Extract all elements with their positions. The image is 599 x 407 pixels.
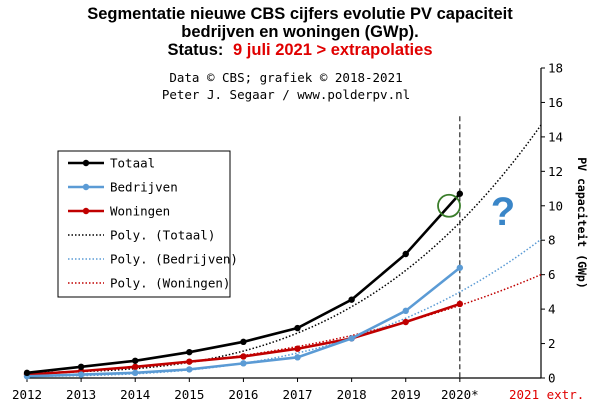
legend-marker-totaal [82, 159, 90, 167]
x-tick-label-2020: 2020* [441, 387, 479, 402]
x-tick-label-2016: 2016 [228, 387, 258, 402]
point-totaal-2014 [132, 357, 139, 364]
point-totaal-2013 [77, 363, 85, 371]
point-woningen-2016 [240, 353, 247, 360]
x-tick-label-2018: 2018 [337, 387, 367, 402]
chart-title-line1: Segmentatie nieuwe CBS cijfers evolutie … [87, 5, 513, 23]
legend: Totaal Bedrijven Woningen Poly. (Totaal) Pol… [57, 150, 238, 298]
status-label: Status: [168, 41, 224, 59]
point-totaal-2017 [294, 324, 301, 332]
question-mark-annotation: ? [491, 190, 515, 234]
point-bedrijven-2018 [348, 335, 355, 342]
point-totaal-2012 [23, 369, 31, 377]
highlight-circle [437, 193, 461, 218]
x-tick-label-2014: 2014 [120, 387, 150, 402]
chart-title-line2: bedrijven en woningen (GWp). [181, 23, 418, 41]
x-axis-ticks: 2012 2013 2014 2015 2016 2017 2018 2019 2020* [12, 378, 479, 402]
point-totaal-2015 [186, 348, 193, 356]
x-tick-label-2013: 2013 [66, 387, 96, 402]
y-tick-label-16: 16 [548, 95, 563, 110]
point-bedrijven-2014 [132, 369, 139, 377]
y-axis-title: PV capaciteit (GWp) [575, 157, 589, 289]
trend-line-poly-totaal [26, 124, 542, 374]
point-bedrijven-2016 [240, 360, 247, 367]
y-tick-label-4: 4 [548, 302, 556, 317]
point-bedrijven-2013 [77, 371, 85, 378]
trend-lines [26, 124, 542, 378]
x-tick-label-2021-extr: 2021 extr. [509, 387, 584, 402]
point-woningen-2014 [132, 363, 139, 371]
legend-label-poly-woningen: Poly. (Woningen) [110, 276, 230, 291]
legend-label-bedrijven: Bedrijven [110, 180, 178, 195]
y-tick-label-0: 0 [548, 371, 556, 386]
y-tick-label-10: 10 [548, 198, 563, 213]
legend-label-poly-bedrijven: Poly. (Bedrijven) [110, 252, 238, 267]
point-woningen-2020 [456, 300, 464, 308]
y-tick-label-14: 14 [548, 129, 563, 144]
point-bedrijven-2019 [402, 307, 409, 315]
point-woningen-2019 [402, 318, 409, 326]
y-tick-label-12: 12 [548, 164, 563, 179]
legend-label-woningen: Woningen [110, 204, 170, 219]
point-totaal-2016 [240, 338, 247, 346]
credit-line1: Data © CBS; grafiek © 2018-2021 [169, 70, 402, 85]
x-tick-label-2019: 2019 [391, 387, 421, 402]
status-value: 9 juli 2021 > extrapolaties [233, 41, 432, 59]
trend-line-poly-woningen [26, 273, 542, 376]
legend-box [57, 150, 231, 298]
point-totaal-2018 [348, 296, 355, 303]
legend-label-totaal: Totaal [110, 156, 155, 171]
x-tick-label-2015: 2015 [174, 387, 204, 402]
y-tick-label-8: 8 [548, 233, 556, 248]
y-tick-label-2: 2 [548, 336, 556, 351]
legend-marker-bedrijven [82, 183, 90, 191]
legend-label-poly-totaal: Poly. (Totaal) [110, 228, 215, 243]
x-tick-label-2017: 2017 [282, 387, 312, 402]
point-bedrijven-2020 [456, 264, 464, 271]
y-tick-label-18: 18 [548, 61, 563, 76]
x-tick-label-2012: 2012 [12, 387, 42, 402]
point-totaal-2019 [402, 250, 409, 258]
y-axis-ticks: 0 2 4 6 8 10 12 14 16 18 [541, 61, 563, 386]
point-bedrijven-2015 [186, 366, 193, 373]
point-woningen-2017 [294, 345, 301, 352]
legend-marker-woningen [82, 207, 90, 215]
point-woningen-2015 [186, 358, 193, 365]
point-bedrijven-2017 [294, 354, 301, 361]
credit-line2: Peter J. Segaar / www.polderpv.nl [162, 87, 410, 102]
y-tick-label-6: 6 [548, 267, 556, 282]
data-series [23, 190, 464, 380]
point-totaal-2020 [456, 190, 464, 197]
chart-status: Status: 9 juli 2021 > extrapolaties [168, 41, 433, 59]
